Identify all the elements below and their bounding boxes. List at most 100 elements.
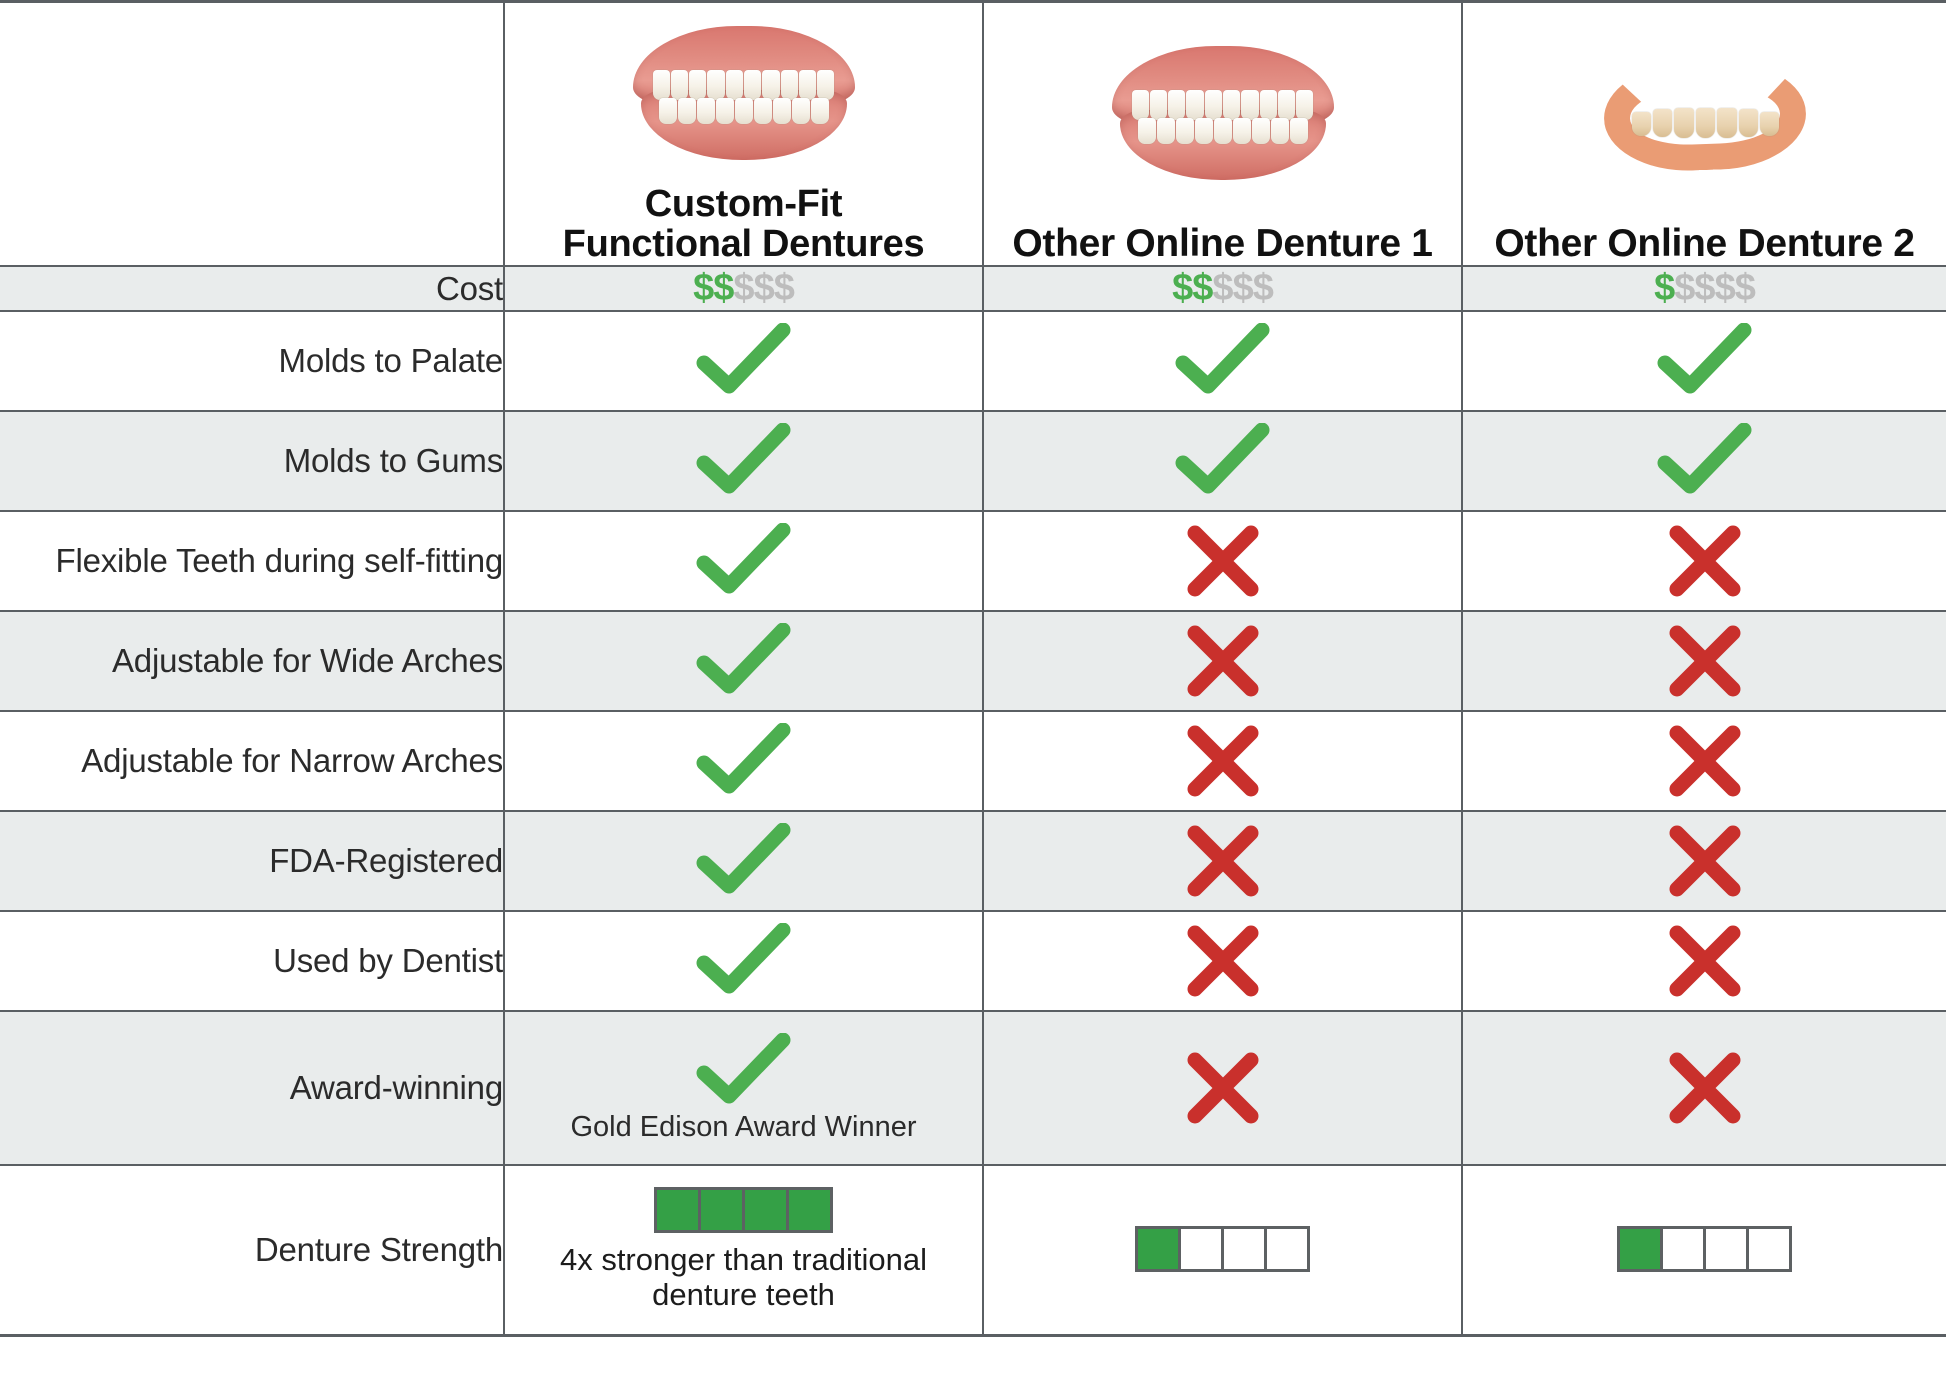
strength-meter: [1135, 1226, 1310, 1272]
cross-icon: [1669, 825, 1740, 897]
header-cell-other-denture-1: Other Online Denture 1: [982, 0, 1463, 267]
strength-segment: [745, 1190, 789, 1231]
check-icon: [696, 723, 790, 794]
header-cell-custom-fit: Custom-Fit Functional Dentures: [503, 0, 984, 267]
check-icon: [696, 623, 790, 694]
header-title-other-denture-1: Other Online Denture 1: [1012, 222, 1433, 266]
row-label-9: Denture Strength: [0, 1164, 505, 1337]
cross-icon: [1187, 925, 1258, 997]
cost-dollar-sign: $: [713, 267, 734, 309]
mark-cell-1: [982, 810, 1463, 912]
header-title-other-denture-2: Other Online Denture 2: [1494, 222, 1915, 266]
table-header: Custom-Fit Functional Dentures: [0, 0, 1946, 267]
full-denture-set-icon: [505, 3, 982, 185]
cross-icon: [1187, 725, 1258, 797]
cost-dollar-sign: $: [1734, 267, 1756, 309]
award-cell-1: [982, 1010, 1463, 1166]
cross-icon: [1187, 1052, 1258, 1124]
table-row: Award-winning Gold Edison Award Winner: [0, 1010, 1946, 1166]
cost-dollar-sign: $: [1654, 267, 1675, 309]
table-row: Denture Strength 4x stronger than traditi…: [0, 1164, 1946, 1337]
cross-icon: [1669, 625, 1740, 697]
check-icon: [1175, 323, 1269, 394]
mark-cell-2: [1461, 710, 1946, 812]
cross-icon: [1669, 725, 1740, 797]
strength-cell-2: [1461, 1164, 1946, 1337]
strength-segment: [1267, 1229, 1307, 1269]
header-corner-cell: [0, 0, 505, 267]
strength-cell-1: [982, 1164, 1463, 1337]
mark-cell-1: [982, 510, 1463, 612]
strength-segment: [657, 1190, 701, 1231]
check-icon: [1175, 423, 1269, 494]
check-icon: [1657, 423, 1751, 494]
strength-segment: [1138, 1229, 1181, 1269]
strength-meter: [1617, 1226, 1792, 1272]
mark-cell-1: [982, 410, 1463, 512]
row-label-2: Molds to Gums: [0, 410, 505, 512]
cross-icon: [1187, 825, 1258, 897]
cross-icon: [1669, 1052, 1740, 1124]
cross-icon: [1669, 925, 1740, 997]
mark-cell-1: [982, 610, 1463, 712]
check-icon: [696, 1032, 790, 1103]
mark-cell-0: [503, 910, 984, 1012]
cost-dollar-sign: $: [1694, 267, 1715, 309]
strength-segment: [1620, 1229, 1663, 1269]
strength-segment: [701, 1190, 745, 1231]
table-row: Adjustable for Wide Arches: [0, 610, 1946, 712]
mark-cell-0: [503, 510, 984, 612]
denture-comparison-table: Custom-Fit Functional Dentures: [0, 0, 1946, 1337]
check-icon: [696, 823, 790, 894]
mark-cell-1: [982, 710, 1463, 812]
cost-dollar-sign: $: [733, 267, 754, 309]
table-row: FDA-Registered: [0, 810, 1946, 912]
row-label-3: Flexible Teeth during self-fitting: [0, 510, 505, 612]
award-cell-2: [1461, 1010, 1946, 1166]
table-row: Adjustable for Narrow Arches: [0, 710, 1946, 812]
mark-cell-2: [1461, 410, 1946, 512]
strength-segment: [1224, 1229, 1267, 1269]
check-icon: [696, 923, 790, 994]
mark-cell-2: [1461, 510, 1946, 612]
mark-cell-0: [503, 310, 984, 412]
mark-cell-2: [1461, 610, 1946, 712]
mark-cell-2: [1461, 810, 1946, 912]
table-row: Flexible Teeth during self-fitting: [0, 510, 1946, 612]
cross-icon: [1187, 625, 1258, 697]
check-icon: [696, 323, 790, 394]
row-label-4: Adjustable for Wide Arches: [0, 610, 505, 712]
cost-dollar-sign: $: [1714, 267, 1736, 309]
mark-cell-2: [1461, 910, 1946, 1012]
cost-dollar-sign: $: [1172, 267, 1193, 309]
strength-meter: [654, 1187, 833, 1234]
full-denture-set-icon: [984, 3, 1461, 224]
cost-dollar-sign: $: [753, 267, 775, 309]
lower-denture-arch-icon: [1463, 3, 1946, 224]
row-label-8: Award-winning: [0, 1010, 505, 1166]
cost-cell-2: $$$$$: [1461, 265, 1946, 312]
mark-cell-1: [982, 910, 1463, 1012]
check-icon: [1657, 323, 1751, 394]
table-body: Cost $$$$$ $$$$$ $$$$$ Molds to Palate Molds …: [0, 265, 1946, 1337]
header-cell-other-denture-2: Other Online Denture 2: [1461, 0, 1946, 267]
check-icon: [696, 523, 790, 594]
header-row: Custom-Fit Functional Dentures: [0, 0, 1946, 267]
row-label-6: FDA-Registered: [0, 810, 505, 912]
table-row: Used by Dentist: [0, 910, 1946, 1012]
row-label-0: Cost: [0, 265, 505, 312]
strength-segment: [1181, 1229, 1224, 1269]
header-title-custom-fit: Custom-Fit Functional Dentures: [562, 183, 925, 266]
row-label-5: Adjustable for Narrow Arches: [0, 710, 505, 812]
table-row: Cost $$$$$ $$$$$ $$$$$: [0, 265, 1946, 312]
award-cell-0: Gold Edison Award Winner: [503, 1010, 984, 1166]
cost-dollar-sign: $: [1674, 267, 1695, 309]
mark-cell-2: [1461, 310, 1946, 412]
strength-cell-0: 4x stronger than traditional denture tee…: [503, 1164, 984, 1337]
cost-cell-0: $$$$$: [503, 265, 984, 312]
cross-icon: [1669, 525, 1740, 597]
cross-icon: [1187, 525, 1258, 597]
mark-cell-1: [982, 310, 1463, 412]
mark-cell-0: [503, 610, 984, 712]
